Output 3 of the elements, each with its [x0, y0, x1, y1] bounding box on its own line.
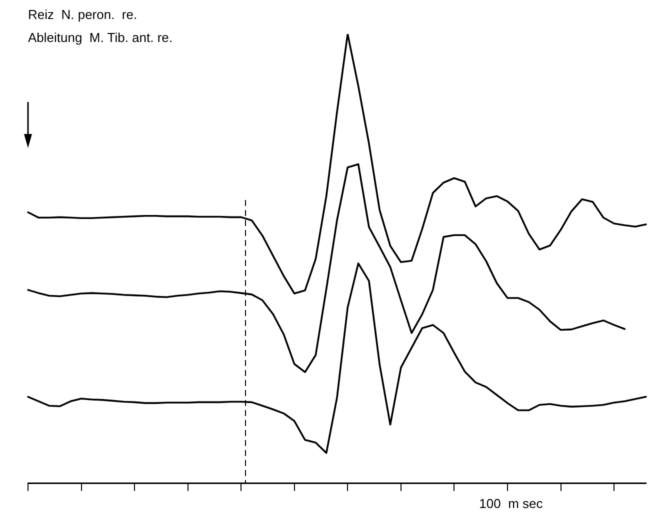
- x-axis-title: 100 m sec: [479, 496, 544, 511]
- chart-subtitle: Ableitung M. Tib. ant. re.: [28, 30, 173, 45]
- chart-title: Reiz N. peron. re.: [28, 7, 138, 22]
